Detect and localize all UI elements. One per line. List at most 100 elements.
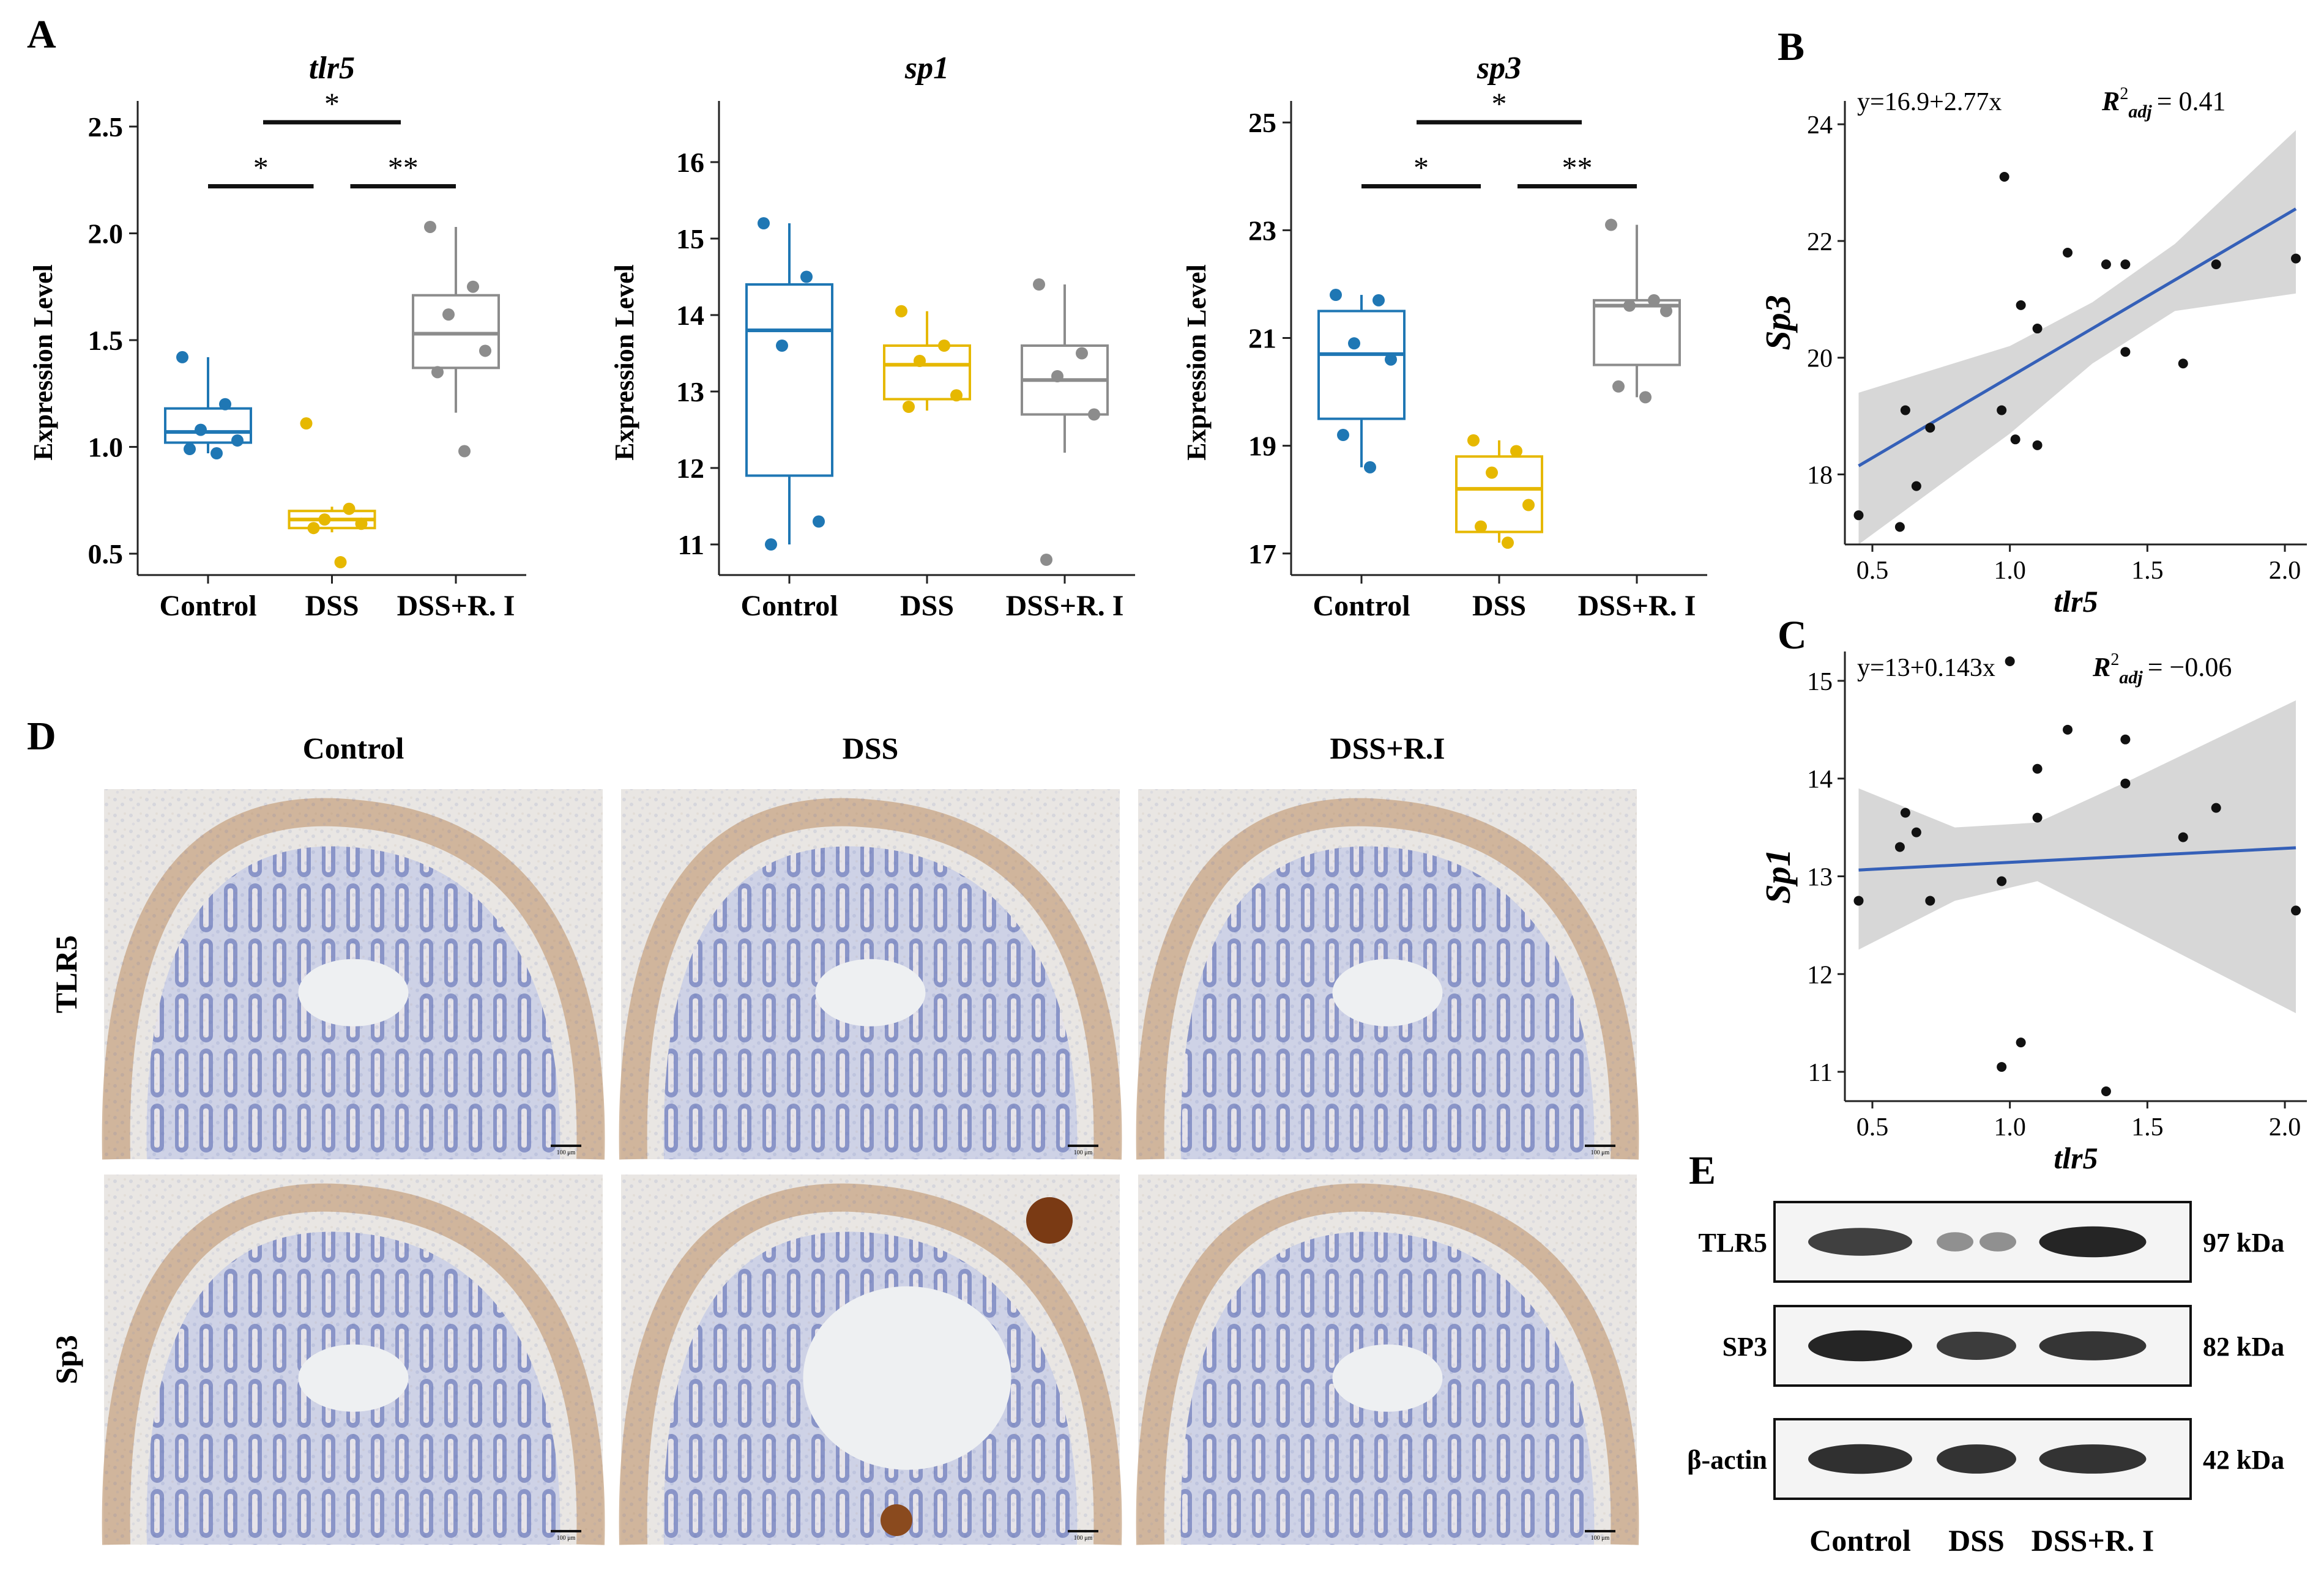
data-point — [1510, 445, 1522, 458]
data-point — [1648, 294, 1660, 306]
panel-label-c: C — [1778, 613, 1807, 658]
scatter-point — [1997, 1062, 2007, 1072]
data-point — [1522, 499, 1535, 511]
data-point — [776, 340, 788, 352]
scatter-point — [2101, 259, 2111, 270]
data-point — [300, 417, 313, 430]
scatter-point — [1853, 896, 1864, 906]
y-tick-label: 16 — [676, 147, 704, 178]
y-tick-label: 14 — [676, 300, 704, 331]
data-point — [1660, 305, 1672, 317]
lumen — [815, 959, 926, 1026]
r-squared-label: R2adj = −0.06 — [2092, 650, 2232, 688]
scatter-point — [2178, 832, 2188, 842]
blot-band — [2039, 1444, 2147, 1474]
data-point — [950, 389, 963, 402]
data-point — [176, 351, 188, 363]
scatter-point — [2016, 1038, 2026, 1048]
data-point — [1605, 218, 1617, 231]
x-tick-label: 0.5 — [1857, 557, 1889, 585]
significance-label: * — [253, 150, 269, 185]
y-axis-label: Sp3 — [1758, 295, 1798, 350]
data-point — [938, 340, 950, 352]
x-tick-label: DSS — [1472, 590, 1526, 622]
scale-bar-label: 100 μm — [1074, 1149, 1093, 1156]
row-header: Sp3 — [49, 1335, 83, 1384]
y-tick-label: 17 — [1248, 538, 1276, 570]
y-tick-label: 20 — [1807, 345, 1833, 373]
y-tick-label: 1.0 — [88, 432, 124, 463]
x-tick-label: 1.0 — [1994, 557, 2026, 585]
scatter-point — [1997, 876, 2007, 886]
box — [412, 294, 500, 369]
scatter-point — [2032, 763, 2043, 774]
data-point — [1330, 289, 1342, 302]
sp3-boxplot: sp3 Expression Level 17 19 21 23 25 Control DSS D… — [1182, 51, 1707, 622]
x-tick-label: Control — [159, 590, 256, 622]
scatter-point — [2005, 656, 2015, 666]
scatter-point — [2211, 259, 2221, 270]
data-point — [184, 443, 196, 456]
column-header: DSS+R.I — [1330, 731, 1445, 765]
blot-row-label: SP3 — [1723, 1332, 1767, 1362]
western-blot: TLR5 97 kDa SP3 82 kDa β-actin 42 kDa Control D… — [1687, 1201, 2284, 1557]
blot-band — [1937, 1232, 1973, 1252]
x-tick-label: 0.5 — [1857, 1113, 1889, 1142]
scatter-point — [2032, 324, 2043, 334]
lane-label: Control — [1809, 1523, 1911, 1557]
data-point — [318, 513, 331, 526]
y-tick-label: 2.5 — [88, 111, 124, 143]
scatter-point — [1925, 896, 1935, 906]
y-tick-label: 18 — [1807, 462, 1833, 490]
regression-line — [1858, 207, 2297, 467]
y-axis-label: Expression Level — [1182, 264, 1212, 461]
scatter-point — [2120, 259, 2131, 270]
confidence-band — [1858, 700, 2296, 1014]
blot-band — [1808, 1228, 1912, 1256]
scatter-point — [1997, 405, 2007, 415]
scatter-point — [2120, 347, 2131, 357]
x-tick-label: 1.5 — [2131, 1113, 2164, 1142]
scatter-point — [2063, 724, 2073, 735]
data-point — [431, 366, 444, 379]
regression-equation: y=16.9+2.77x — [1857, 88, 2002, 116]
scatter-point — [2291, 253, 2301, 264]
y-axis-label: Sp1 — [1758, 848, 1798, 904]
scale-bar-label: 100 μm — [1591, 1535, 1610, 1542]
lane-label: DSS — [1948, 1523, 2005, 1557]
y-tick-label: 14 — [1807, 766, 1833, 794]
data-point — [813, 515, 825, 528]
scale-bar-label: 100 μm — [557, 1535, 576, 1542]
data-point — [307, 522, 320, 535]
x-axis-label: tlr5 — [2054, 584, 2098, 618]
y-tick-label: 19 — [1248, 431, 1276, 462]
y-tick-label: 15 — [676, 223, 704, 254]
lumen — [803, 1286, 1011, 1470]
significance-label: * — [1413, 150, 1429, 185]
y-axis-label: Expression Level — [609, 264, 639, 461]
blot-band — [1937, 1332, 2016, 1360]
data-point — [1502, 536, 1514, 549]
scatter-point — [1911, 481, 1921, 491]
x-tick-label: 1.0 — [1994, 1113, 2026, 1142]
plot-title: tlr5 — [309, 51, 355, 86]
data-point — [1385, 353, 1397, 366]
lumen — [1332, 1344, 1443, 1412]
box — [745, 283, 833, 477]
blot-band — [1937, 1444, 2016, 1474]
sp1-vs-tlr5-scatter: 11 12 13 14 15 0.5 1.0 1.5 2.0 tlr5 Sp1 y=13+0.143x… — [1758, 650, 2307, 1175]
lane-label: DSS+R. I — [2032, 1523, 2155, 1557]
data-point — [442, 308, 455, 321]
plot-title: sp1 — [904, 51, 949, 86]
scatter-point — [2063, 248, 2073, 258]
y-tick-label: 11 — [678, 529, 704, 560]
x-axis-label: tlr5 — [2054, 1141, 2098, 1175]
data-point — [424, 220, 436, 233]
scatter-point — [1894, 522, 1905, 532]
regression-line — [1858, 846, 2296, 872]
panel-label-b: B — [1778, 24, 1804, 69]
data-point — [210, 447, 223, 460]
x-tick-label: DSS+R. I — [397, 590, 515, 622]
scatter-point — [2010, 434, 2020, 445]
